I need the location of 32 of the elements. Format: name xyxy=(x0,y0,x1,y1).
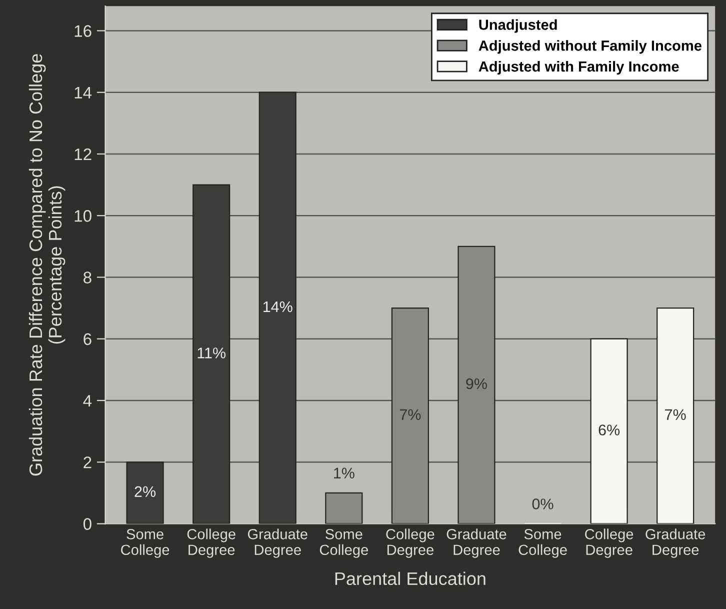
legend-label: Adjusted without Family Income xyxy=(478,40,702,54)
data-label: 14% xyxy=(263,301,292,312)
x-tick-label: Graduate Degree xyxy=(646,528,706,558)
x-tick-label: Graduate Degree xyxy=(446,528,506,558)
x-tick-label: Graduate Degree xyxy=(248,528,308,558)
data-label: 1% xyxy=(334,468,354,478)
y-tick-label: 2 xyxy=(84,456,92,468)
y-tick-label: 16 xyxy=(74,25,92,37)
x-tick-label: Some College xyxy=(518,528,567,558)
data-label: 6% xyxy=(598,424,620,436)
legend-label: Unadjusted xyxy=(479,19,557,33)
data-label: 7% xyxy=(400,409,421,420)
x-tick-label: College Degree xyxy=(187,528,236,558)
legend-label: Adjusted with Family Income xyxy=(478,60,679,75)
data-label: 11% xyxy=(198,348,226,358)
data-label: 0% xyxy=(532,498,554,510)
y-tick-label: 4 xyxy=(83,395,92,407)
x-axis-title: Parental Education xyxy=(335,572,486,586)
y-tick-label: 12 xyxy=(74,148,92,160)
data-label: 7% xyxy=(665,409,686,420)
y-tick-label: 14 xyxy=(74,86,92,98)
y-tick-label: 10 xyxy=(74,210,92,222)
data-label: 9% xyxy=(466,378,487,390)
x-tick-label: Some College xyxy=(320,528,368,558)
y-tick-label: 0 xyxy=(83,518,92,530)
y-tick-label: 8 xyxy=(84,272,92,284)
data-label: 2% xyxy=(134,486,156,497)
x-tick-label: College Degree xyxy=(585,528,634,558)
y-axis-title: Graduation Rate Difference Compared to No College (Percentage Points) xyxy=(28,54,66,476)
y-tick-label: 6 xyxy=(84,333,92,346)
x-tick-label: College Degree xyxy=(386,528,434,558)
x-tick-label: Some College xyxy=(121,528,170,558)
